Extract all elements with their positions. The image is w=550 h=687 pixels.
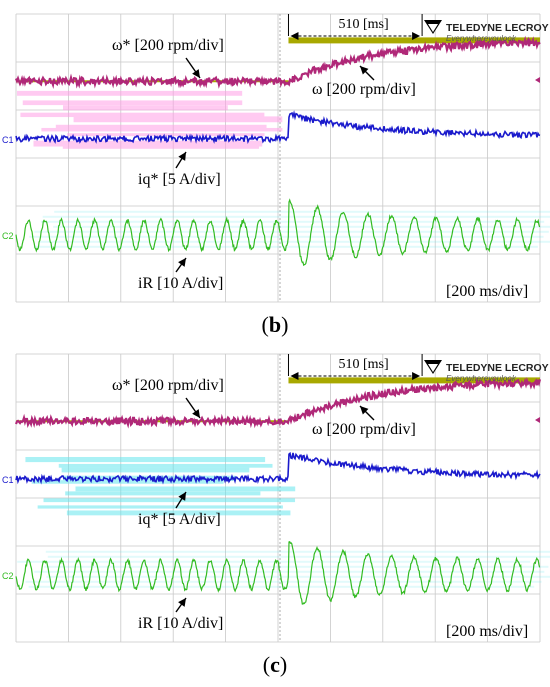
ghost-streak [61,467,250,473]
trace-omega [14,35,541,89]
grid [15,13,541,303]
caption-b-open: ( [261,312,269,337]
settle-arrow-right [412,372,421,380]
label-omega-ref: ω* [200 rpm/div] [112,37,224,54]
caption-b-close: ) [281,312,289,337]
channel-marker-c1: C1 [2,475,14,485]
caption-b: (b) [0,312,550,338]
channel-marker-c1: C1 [2,135,14,145]
label-omega: ω [200 rpm/div] [312,421,416,438]
arrow-omega-head [360,406,369,415]
ghost-band [29,235,544,238]
oscilloscope-panel-c: C1 C2 510 [ms] TELEDYNE LECROY Everywhereyou… [2,353,550,643]
settle-arrow-left [290,32,299,40]
ghost-band [28,585,535,588]
ghost-streak [25,456,266,463]
ghost-streak [58,463,273,468]
ghost-streak [62,144,260,149]
ghost-band [34,230,549,233]
trigger-level-marker [535,77,540,83]
ghost-band [45,550,550,553]
ghost-band [46,575,550,578]
ghost-streak [66,510,291,516]
brand-logo-icon-inner [428,364,438,372]
ghost-streak [55,124,267,130]
trace-iq [15,110,541,145]
settle-label: 510 [ms] [338,357,388,372]
persistence-ghosts [17,456,550,588]
arrow-omega-ref-head [192,409,200,418]
ghost-streak [65,491,261,496]
arrow-iR-head [178,598,186,607]
trace-iR [15,540,541,605]
ghost-band [47,555,550,558]
channel-marker-c2: C2 [2,231,14,241]
caption-c-letter: c [270,652,280,677]
caption-b-letter: b [268,312,282,337]
label-omega: ω [200 rpm/div] [312,81,416,98]
ghost-streak [20,112,265,118]
ghost-band [25,580,542,583]
trace-iR [15,198,541,267]
label-iq-ref: iq* [5 A/div] [138,511,221,528]
arrow-iq-head [178,152,186,161]
ghost-streak [37,505,283,509]
ghost-streak [22,100,243,106]
ghost-streak [41,127,283,132]
ghost-band [17,560,531,563]
arrow-omega-head [360,66,369,75]
arrow-iR-head [178,258,186,267]
ghost-band [42,215,550,218]
label-timebase: [200 ms/div] [446,283,528,300]
label-timebase: [200 ms/div] [446,623,528,640]
caption-c: (c) [0,652,550,678]
ghost-streak [63,105,228,111]
caption-c-close: ) [279,652,288,677]
label-iq-ref: iq* [5 A/div] [138,171,221,188]
trace-omega [14,377,542,429]
label-omega-ref: ω* [200 rpm/div] [112,377,224,394]
ghost-streak [63,475,236,481]
settle-label: 510 [ms] [338,17,388,32]
ghost-streak [73,116,283,123]
brand-tagline: Everywhereyoulook [446,34,517,43]
scope-plot-b: C1 C2 510 [ms] TELEDYNE LECROYEverywhereyou… [2,13,550,303]
trace-omega-ref-after [288,377,540,384]
trace-omega-ref-after [288,37,540,44]
scope-plot-c: C1 C2 510 [ms] TELEDYNE LECROYEverywhereyou… [2,353,550,643]
caption-c-open: ( [262,652,271,677]
ghost-band [40,220,545,223]
ghost-streak [33,140,263,147]
ghost-band [39,240,550,243]
grid [15,353,541,643]
arrow-omega-ref-head [192,69,200,78]
brand-tagline: Everywhereyoulook [446,374,517,383]
label-iR: iR [10 A/div] [138,275,223,292]
settle-arrow-right [412,32,421,40]
ghost-streak [43,498,296,503]
arrow-iq-head [178,492,186,501]
ghost-band [54,210,550,213]
channel-marker-c2: C2 [2,571,14,581]
brand-name: TELEDYNE LECROY [446,22,549,34]
trace-iq [15,451,541,485]
ghost-streak [16,90,243,96]
ghost-streak [67,133,265,137]
ghost-streak [75,486,296,492]
oscilloscope-panel-b: C1 C2 510 [ms] TELEDYNE LECROY Everywhereyou… [2,13,550,303]
brand-logo-icon-inner [428,24,438,32]
ghost-band [53,225,550,228]
settle-arrow-left [290,372,299,380]
brand-name: TELEDYNE LECROY [446,362,549,374]
label-iR: iR [10 A/div] [138,615,223,632]
ghost-band [34,570,545,573]
trigger-level-marker [535,417,540,423]
